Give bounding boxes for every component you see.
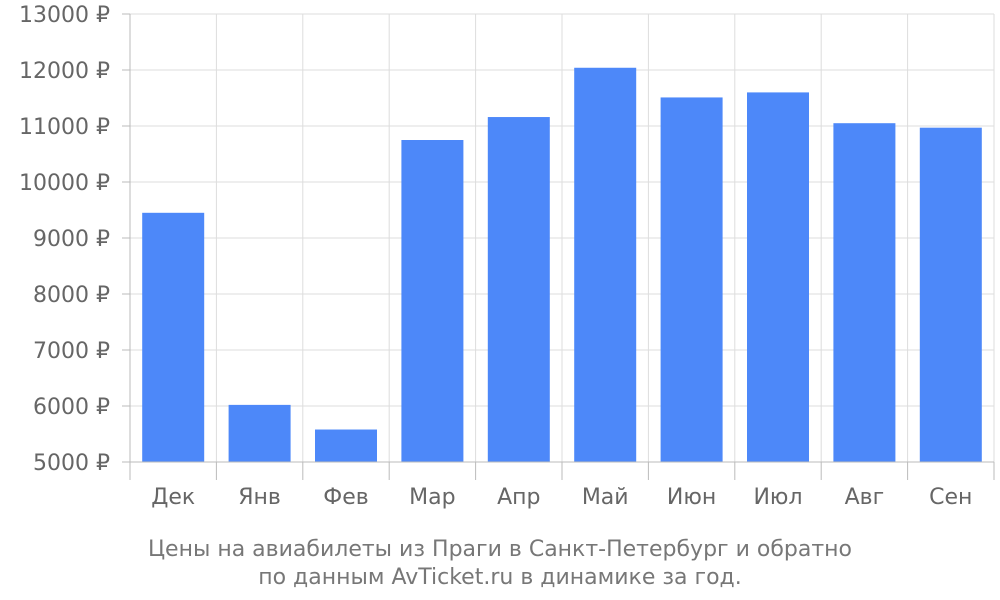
x-tick-label: Мар bbox=[409, 485, 455, 510]
y-axis-tick-labels: 5000 ₽ 6000 ₽ 7000 ₽ 8000 ₽ 9000 ₽ 10000 ₽ 110… bbox=[19, 3, 110, 476]
x-tick-label: Июн bbox=[667, 485, 716, 510]
x-tick-label: Янв bbox=[238, 485, 281, 510]
y-tick-label: 12000 ₽ bbox=[19, 59, 110, 84]
x-tick-label: Дек bbox=[151, 485, 195, 510]
x-axis-tick-labels: Дек Янв Фев Мар Апр Май Июн Июл Авг Сен bbox=[151, 485, 972, 510]
bar bbox=[228, 404, 291, 462]
x-tick-label: Июл bbox=[753, 485, 802, 510]
y-tick-label: 6000 ₽ bbox=[33, 395, 110, 420]
x-tick-label: Май bbox=[582, 485, 629, 510]
x-tick-label: Фев bbox=[323, 485, 368, 510]
chart-caption-line-2: по данным AvTicket.ru в динамике за год. bbox=[258, 565, 742, 590]
y-tick-label: 9000 ₽ bbox=[33, 227, 110, 252]
chart-grid bbox=[130, 13, 995, 463]
bar bbox=[574, 67, 637, 462]
bar bbox=[833, 123, 896, 462]
y-tick-label: 10000 ₽ bbox=[19, 171, 110, 196]
chart-bars bbox=[142, 67, 982, 463]
x-tick-label: Сен bbox=[929, 485, 972, 510]
x-tick-label: Авг bbox=[845, 485, 885, 510]
y-tick-label: 8000 ₽ bbox=[33, 283, 110, 308]
bar bbox=[315, 429, 377, 462]
bar bbox=[660, 97, 723, 462]
y-tick-label: 7000 ₽ bbox=[33, 339, 110, 364]
chart-caption-line-1: Цены на авиабилеты из Праги в Санкт-Пете… bbox=[148, 537, 852, 562]
y-tick-label: 11000 ₽ bbox=[19, 115, 110, 140]
bar bbox=[487, 117, 550, 462]
x-tick-label: Апр bbox=[497, 485, 540, 510]
chart-axes bbox=[122, 13, 995, 480]
y-tick-label: 13000 ₽ bbox=[19, 3, 110, 28]
bar bbox=[919, 127, 982, 463]
bar bbox=[747, 92, 809, 463]
bar bbox=[401, 140, 464, 462]
y-tick-label: 5000 ₽ bbox=[33, 451, 110, 476]
bar bbox=[142, 212, 205, 462]
